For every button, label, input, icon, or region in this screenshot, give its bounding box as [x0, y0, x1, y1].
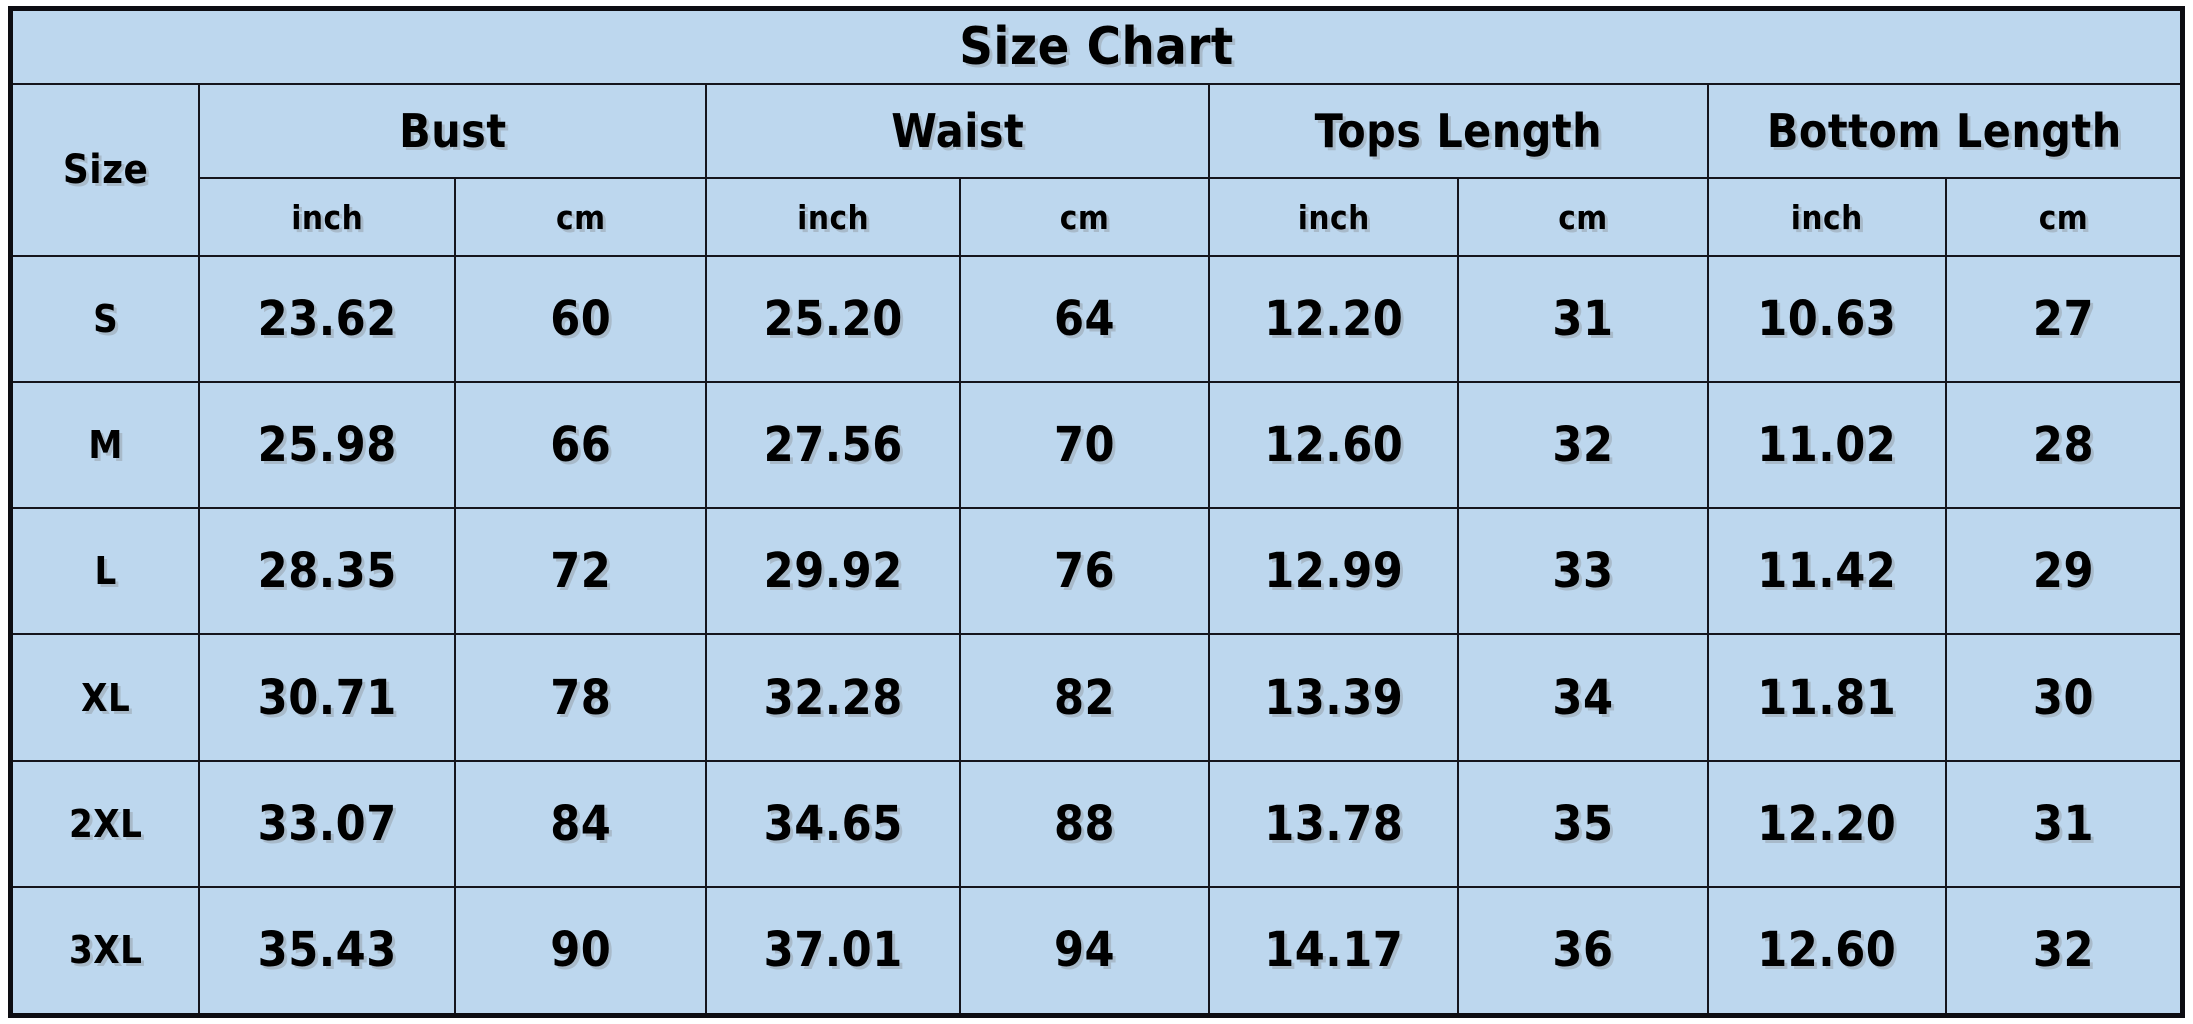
- table-row: M 25.98 66 27.56 70 12.60 32 11.02 28: [13, 381, 2180, 510]
- cell-waist-cm: 70: [958, 381, 1211, 510]
- group-header-row: Size Bust Waist Tops Length Bottom Lengt…: [13, 83, 2180, 257]
- cell-bottom-length-cm: 27: [1944, 256, 2180, 384]
- size-label: XL: [13, 633, 201, 762]
- cell-bottom-length-inch: 11.81: [1706, 633, 1947, 762]
- cell-waist-inch: 27.56: [705, 381, 961, 510]
- unit-header-tops-length-cm: cm: [1457, 177, 1709, 257]
- cell-waist-inch: 25.20: [705, 256, 961, 384]
- cell-bottom-length-inch: 12.20: [1706, 759, 1947, 888]
- cell-bust-inch: 30.71: [198, 633, 457, 762]
- cell-bust-cm: 78: [454, 633, 708, 762]
- cell-waist-cm: 64: [958, 256, 1211, 384]
- cell-waist-inch: 34.65: [705, 759, 961, 888]
- cell-bottom-length-inch: 11.42: [1706, 507, 1947, 636]
- cell-bottom-length-cm: 28: [1944, 381, 2180, 510]
- unit-header-bust-cm: cm: [454, 177, 708, 257]
- cell-bottom-length-inch: 10.63: [1706, 256, 1947, 384]
- size-label: S: [13, 256, 201, 384]
- table-row: L 28.35 72 29.92 76 12.99 33 11.42 29: [13, 507, 2180, 636]
- cell-bust-inch: 33.07: [198, 759, 457, 888]
- chart-title: Size Chart: [13, 11, 2180, 85]
- cell-waist-cm: 88: [958, 759, 1211, 888]
- size-chart-container: Size Chart Size Bust Waist Tops Length B…: [8, 6, 2185, 1018]
- table-row: 3XL 35.43 90 37.01 94 14.17 36 12.60 32: [13, 885, 2180, 1013]
- unit-header-tops-length-inch: inch: [1208, 177, 1460, 257]
- cell-tops-length-inch: 13.78: [1208, 759, 1460, 888]
- size-chart-table: Size Chart Size Bust Waist Tops Length B…: [13, 11, 2180, 1013]
- unit-header-waist-inch: inch: [705, 177, 961, 257]
- size-label: 3XL: [13, 885, 201, 1013]
- cell-bottom-length-cm: 29: [1944, 507, 2180, 636]
- cell-tops-length-cm: 31: [1457, 256, 1709, 384]
- unit-header-row: inch cm inch cm inch cm inch cm: [13, 177, 2180, 257]
- cell-tops-length-cm: 34: [1457, 633, 1709, 762]
- unit-header-bottom-length-inch: inch: [1706, 177, 1947, 257]
- cell-bust-cm: 60: [454, 256, 708, 384]
- cell-tops-length-inch: 12.60: [1208, 381, 1460, 510]
- cell-bust-inch: 25.98: [198, 381, 457, 510]
- cell-waist-inch: 29.92: [705, 507, 961, 636]
- cell-bottom-length-inch: 12.60: [1706, 885, 1947, 1013]
- column-group-tops-length: Tops Length: [1208, 83, 1709, 179]
- cell-tops-length-inch: 14.17: [1208, 885, 1460, 1013]
- column-group-waist: Waist: [705, 83, 1211, 179]
- cell-bottom-length-cm: 31: [1944, 759, 2180, 888]
- unit-header-waist-cm: cm: [958, 177, 1211, 257]
- cell-tops-length-inch: 13.39: [1208, 633, 1460, 762]
- column-group-bottom-length: Bottom Length: [1706, 83, 2180, 179]
- size-label: 2XL: [13, 759, 201, 888]
- cell-bust-cm: 90: [454, 885, 708, 1013]
- cell-bottom-length-cm: 30: [1944, 633, 2180, 762]
- cell-bottom-length-cm: 32: [1944, 885, 2180, 1013]
- table-body: S 23.62 60 25.20 64 12.20 31 10.63 27 M …: [13, 256, 2180, 1013]
- cell-tops-length-inch: 12.20: [1208, 256, 1460, 384]
- cell-bust-inch: 35.43: [198, 885, 457, 1013]
- cell-bust-cm: 84: [454, 759, 708, 888]
- cell-waist-inch: 32.28: [705, 633, 961, 762]
- table-row: 2XL 33.07 84 34.65 88 13.78 35 12.20 31: [13, 759, 2180, 888]
- cell-tops-length-inch: 12.99: [1208, 507, 1460, 636]
- size-label: L: [13, 507, 201, 636]
- cell-waist-cm: 82: [958, 633, 1211, 762]
- cell-waist-inch: 37.01: [705, 885, 961, 1013]
- cell-tops-length-cm: 35: [1457, 759, 1709, 888]
- cell-tops-length-cm: 32: [1457, 381, 1709, 510]
- cell-waist-cm: 94: [958, 885, 1211, 1013]
- unit-header-bust-inch: inch: [199, 177, 457, 257]
- title-row: Size Chart: [13, 11, 2180, 85]
- size-label: M: [13, 381, 201, 510]
- cell-tops-length-cm: 36: [1457, 885, 1709, 1013]
- cell-bottom-length-inch: 11.02: [1706, 381, 1947, 510]
- table-row: XL 30.71 78 32.28 82 13.39 34 11.81 30: [13, 633, 2180, 762]
- cell-waist-cm: 76: [958, 507, 1211, 636]
- table-row: S 23.62 60 25.20 64 12.20 31 10.63 27: [13, 256, 2180, 384]
- cell-bust-cm: 66: [454, 381, 708, 510]
- cell-tops-length-cm: 33: [1457, 507, 1709, 636]
- table-header: Size Chart Size Bust Waist Tops Length B…: [13, 11, 2180, 257]
- unit-header-bottom-length-cm: cm: [1944, 177, 2180, 257]
- cell-bust-cm: 72: [454, 507, 708, 636]
- cell-bust-inch: 28.35: [198, 507, 457, 636]
- cell-bust-inch: 23.62: [198, 256, 457, 384]
- column-header-size: Size: [13, 83, 201, 257]
- column-group-bust: Bust: [198, 83, 708, 179]
